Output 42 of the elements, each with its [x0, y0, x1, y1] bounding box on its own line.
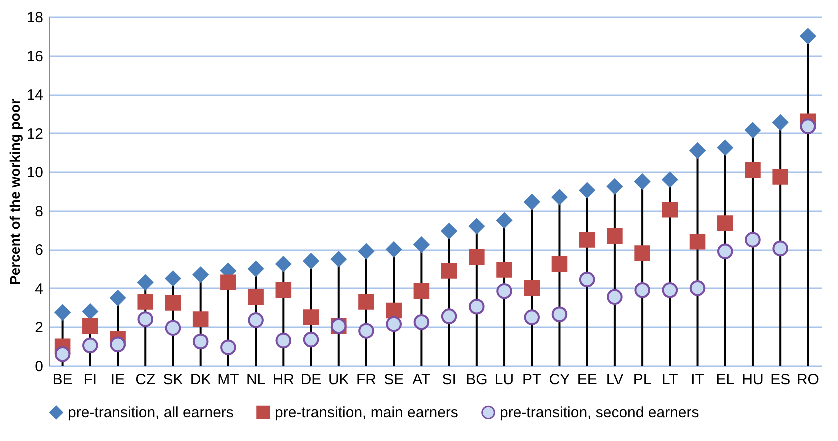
x-tick-label: EL: [716, 372, 735, 388]
x-tick-label: FR: [356, 372, 377, 388]
x-tick-label: BG: [466, 372, 488, 388]
x-tick-label: MT: [218, 372, 240, 388]
y-tick-label: 6: [35, 242, 44, 260]
y-tick-label: 0: [35, 358, 44, 376]
y-tick-label: 12: [26, 126, 44, 143]
y-tick-label: 18: [26, 10, 44, 26]
x-tick-label: PL: [633, 372, 652, 388]
x-tick-label: EE: [577, 372, 598, 388]
x-tick-label: LV: [606, 372, 624, 388]
x-tick-label: PT: [522, 372, 542, 388]
legend-label: pre-transition, second earners: [500, 404, 700, 422]
legend-label: pre-transition, all earners: [68, 404, 234, 422]
x-tick-label: NL: [246, 372, 266, 388]
x-tick-label: UK: [328, 372, 350, 388]
y-tick-label: 8: [35, 203, 44, 220]
x-tick-label: LT: [662, 372, 678, 388]
y-tick-label: 16: [26, 48, 44, 66]
x-tick-label: ES: [770, 372, 791, 388]
x-tick-label: FI: [84, 372, 98, 388]
x-tick-label: RO: [796, 372, 820, 388]
x-tick-label: HU: [742, 372, 764, 388]
x-tick-label: AT: [412, 372, 431, 388]
x-tick-label: LU: [494, 372, 514, 388]
x-tick-label: IE: [110, 372, 126, 388]
x-tick-label: SK: [163, 372, 184, 388]
x-tick-label: CZ: [136, 372, 156, 388]
x-tick-label: BE: [52, 372, 73, 388]
y-tick-label: 10: [26, 164, 44, 182]
y-tick-label: 2: [35, 320, 44, 337]
x-tick-label: SE: [384, 372, 404, 388]
y-axis-title: Percent of the working poor: [6, 98, 23, 285]
x-tick-label: DE: [300, 372, 322, 388]
x-tick-label: DK: [190, 372, 212, 388]
x-tick-label: IT: [691, 372, 704, 388]
x-tick-label: HR: [272, 372, 295, 388]
x-tick-label: SI: [442, 372, 456, 388]
y-tick-label: 14: [26, 87, 44, 104]
x-tick-label: CY: [549, 372, 570, 388]
legend-label: pre-transition, main earners: [275, 404, 458, 422]
y-tick-label: 4: [35, 280, 44, 298]
